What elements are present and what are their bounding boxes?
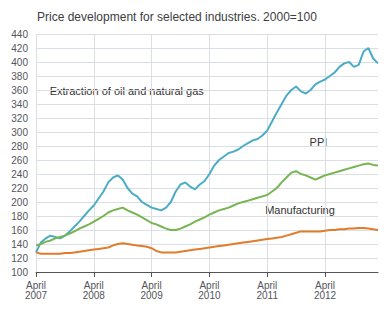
svg-text:280: 280 <box>11 141 28 152</box>
svg-text:PPI: PPI <box>309 135 328 148</box>
svg-text:120: 120 <box>11 253 28 264</box>
svg-text:2011: 2011 <box>256 290 278 301</box>
svg-text:220: 220 <box>11 183 28 194</box>
svg-text:320: 320 <box>11 113 28 124</box>
svg-text:2007: 2007 <box>25 290 48 301</box>
svg-text:2010: 2010 <box>198 290 221 301</box>
svg-text:April: April <box>315 279 335 291</box>
svg-text:April: April <box>257 279 278 291</box>
svg-text:160: 160 <box>11 225 28 236</box>
svg-text:340: 340 <box>11 99 28 110</box>
svg-text:2009: 2009 <box>140 290 163 301</box>
svg-text:260: 260 <box>11 155 28 166</box>
svg-text:180: 180 <box>11 211 28 222</box>
svg-text:200: 200 <box>11 197 28 208</box>
svg-text:April: April <box>26 279 46 291</box>
svg-text:100: 100 <box>11 267 28 278</box>
svg-text:Manufacturing: Manufacturing <box>265 204 335 216</box>
svg-text:360: 360 <box>11 85 28 96</box>
svg-text:240: 240 <box>11 169 28 180</box>
svg-text:300: 300 <box>11 127 28 138</box>
svg-text:April: April <box>199 279 220 291</box>
svg-text:440: 440 <box>11 29 28 40</box>
svg-text:April: April <box>141 279 162 291</box>
svg-text:2012: 2012 <box>314 290 337 301</box>
svg-text:380: 380 <box>11 71 28 82</box>
svg-text:April: April <box>83 279 104 291</box>
svg-text:Extraction of oil and natural: Extraction of oil and natural gas <box>49 84 204 97</box>
svg-text:Price development for selected: Price development for selected industrie… <box>37 10 317 24</box>
svg-text:140: 140 <box>11 239 28 250</box>
svg-text:2008: 2008 <box>83 290 106 301</box>
svg-text:400: 400 <box>11 57 28 68</box>
svg-text:420: 420 <box>11 43 28 54</box>
